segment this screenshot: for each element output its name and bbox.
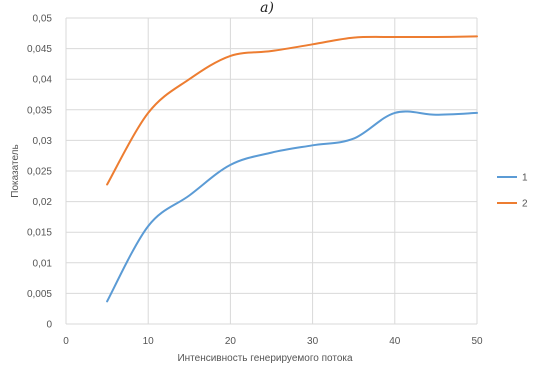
y-tick-label: 0,035 [27,105,52,116]
x-tick-label: 30 [307,336,319,347]
x-axis-ticks: 0 10 20 30 40 50 [63,336,483,347]
chart-series [106,35,478,303]
chart-legend: 12 [497,173,528,210]
y-tick-label: 0,015 [27,228,52,239]
y-tick-label: 0,02 [33,197,53,208]
chart-grid [65,17,478,325]
y-axis-title: Показатель [10,144,21,197]
x-tick-label: 50 [471,336,483,347]
x-tick-label: 0 [63,336,69,347]
y-tick-label: 0,01 [33,258,53,269]
series-line-1 [106,110,478,303]
y-tick-label: 0,045 [27,44,52,55]
x-tick-label: 10 [143,336,155,347]
legend-label-2: 2 [522,199,528,210]
y-tick-label: 0,05 [33,14,53,25]
y-axis-ticks: 0 0,005 0,01 0,015 0,02 0,025 0,03 0,035 0,04 0,0… [27,14,52,331]
y-tick-label: 0,005 [27,289,52,300]
y-tick-label: 0,03 [33,136,53,147]
series-line-2 [106,35,478,186]
y-tick-label: 0,025 [27,167,52,178]
x-tick-label: 40 [389,336,401,347]
y-tick-label: 0,04 [33,75,53,86]
x-tick-label: 20 [225,336,237,347]
y-tick-label: 0 [46,320,52,331]
legend-label-1: 1 [522,173,528,184]
x-axis-title: Интенсивность генерируемого потока [177,353,353,364]
figure-label: a) [260,0,274,16]
